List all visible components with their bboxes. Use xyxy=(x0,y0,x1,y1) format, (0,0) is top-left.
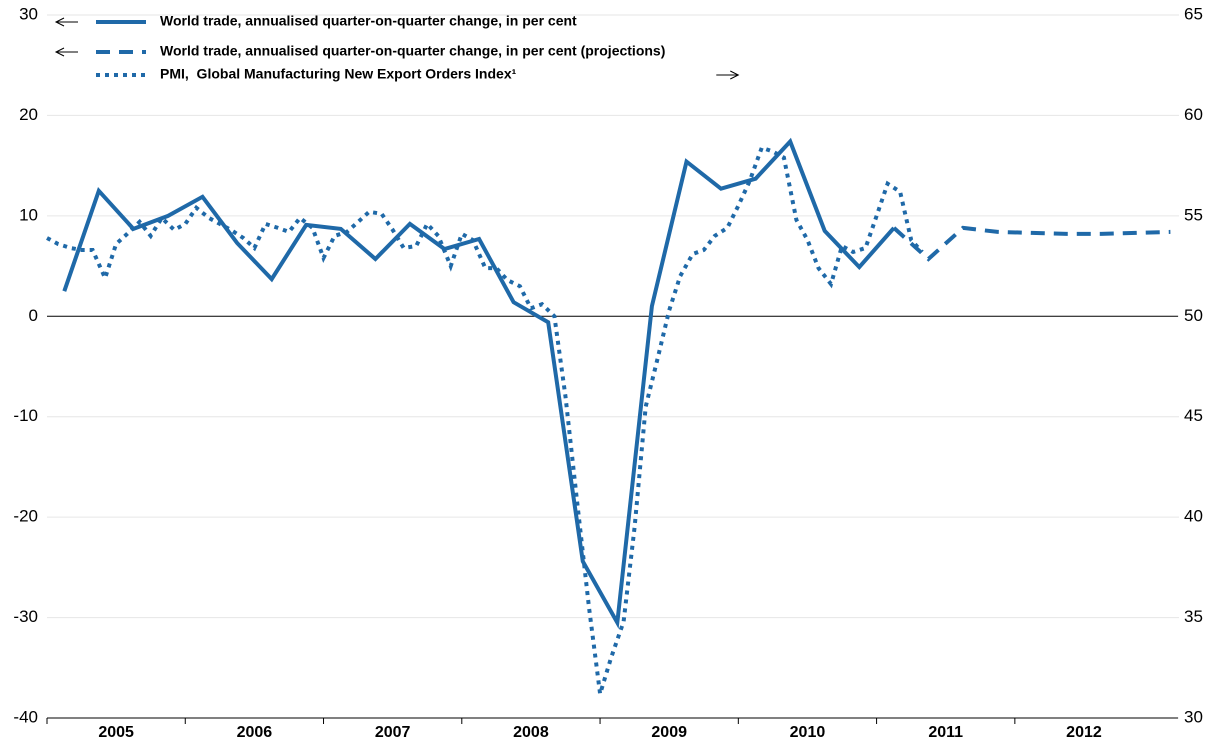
series-line xyxy=(892,225,1171,262)
series-line xyxy=(62,137,896,630)
y2-tick-label: 45 xyxy=(1184,406,1203,425)
y-tick-label: 30 xyxy=(19,4,38,23)
y2-tick-label: 50 xyxy=(1184,306,1203,325)
y-tick-label: -20 xyxy=(13,507,38,526)
legend-axis-arrow xyxy=(54,47,78,57)
x-tick-label: 2009 xyxy=(651,724,687,741)
y2-tick-label: 65 xyxy=(1184,4,1203,23)
x-tick-label: 2008 xyxy=(513,724,549,741)
series-line xyxy=(46,145,924,695)
y2-tick-label: 55 xyxy=(1184,205,1203,224)
y2-tick-label: 40 xyxy=(1184,507,1203,526)
legend-axis-arrow xyxy=(716,70,740,80)
y2-tick-label: 35 xyxy=(1184,607,1203,626)
legend-label: PMI, Global Manufacturing New Export Ord… xyxy=(160,66,517,82)
y-tick-label: 0 xyxy=(29,306,38,325)
x-tick-label: 2011 xyxy=(928,724,963,741)
legend-axis-arrow xyxy=(54,17,78,27)
legend-label: World trade, annualised quarter-on-quart… xyxy=(160,13,577,29)
y2-tick-label: 30 xyxy=(1184,707,1203,726)
x-tick-label: 2005 xyxy=(98,724,134,741)
y2-tick-label: 60 xyxy=(1184,105,1203,124)
x-tick-label: 2006 xyxy=(237,724,273,741)
y-tick-label: -10 xyxy=(13,406,38,425)
y-tick-label: -30 xyxy=(13,607,38,626)
x-tick-label: 2012 xyxy=(1066,724,1102,741)
x-tick-label: 2010 xyxy=(790,724,826,741)
legend-label: World trade, annualised quarter-on-quart… xyxy=(160,43,665,59)
y-tick-label: 10 xyxy=(19,205,38,224)
y-tick-label: -40 xyxy=(13,707,38,726)
x-tick-label: 2007 xyxy=(375,724,411,741)
y-tick-label: 20 xyxy=(19,105,38,124)
